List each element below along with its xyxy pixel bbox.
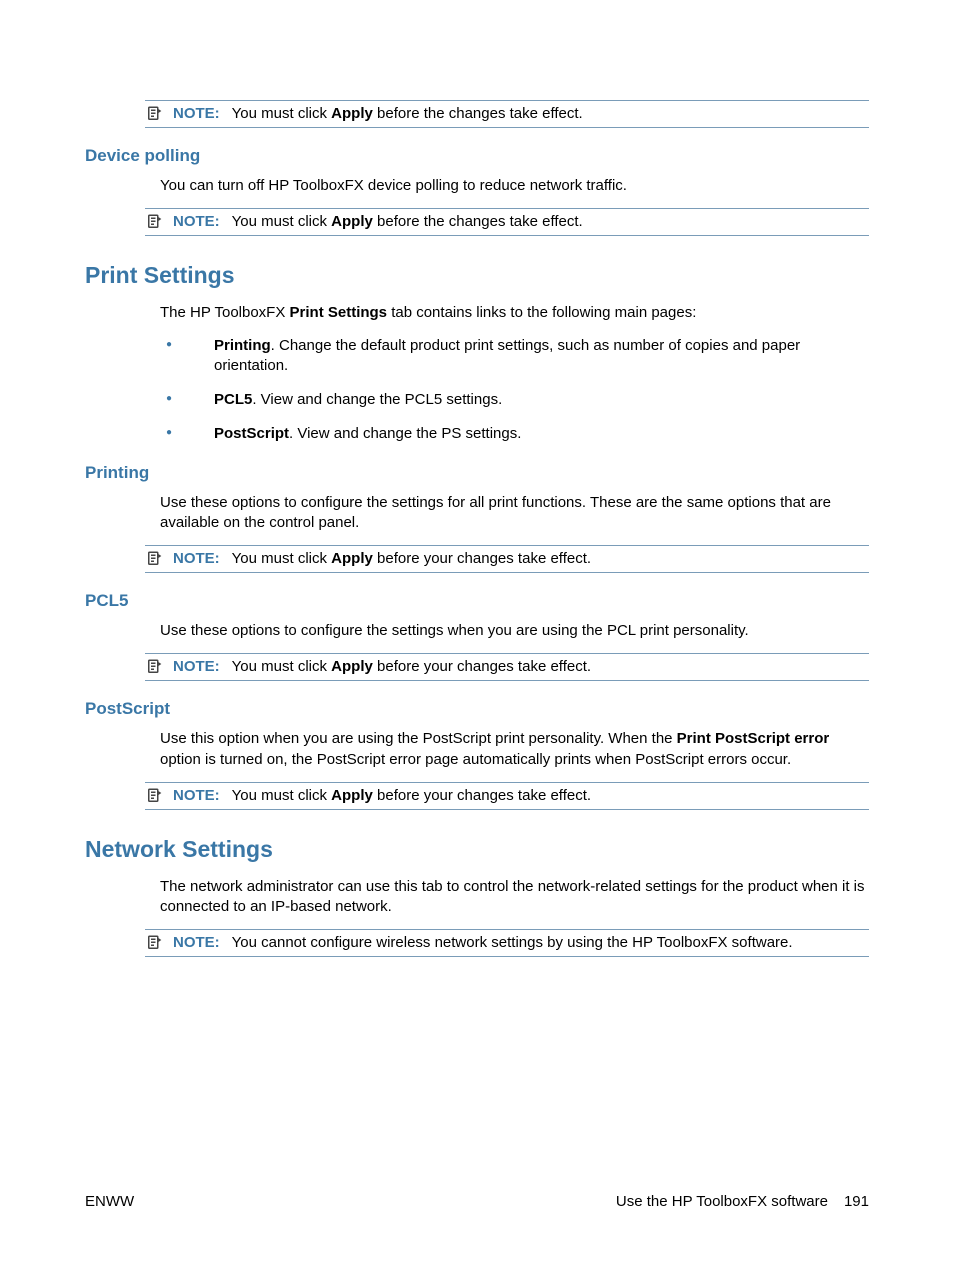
note-text: You must click Apply before your changes… <box>232 658 869 675</box>
footer-page-number: 191 <box>844 1193 869 1210</box>
note-text: You cannot configure wireless network se… <box>232 934 869 951</box>
note-box: NOTE: You must click Apply before the ch… <box>145 208 869 236</box>
para-device-polling: You can turn off HP ToolboxFX device pol… <box>160 176 869 196</box>
note-box: NOTE: You must click Apply before your c… <box>145 653 869 681</box>
footer-right: Use the HP ToolboxFX software 191 <box>616 1193 869 1210</box>
list-item: PCL5. View and change the PCL5 settings. <box>160 390 869 410</box>
list-item: Printing. Change the default product pri… <box>160 336 869 377</box>
note-icon <box>145 934 163 952</box>
note-text: You must click Apply before your changes… <box>232 787 869 804</box>
note-text: You must click Apply before the changes … <box>232 213 869 230</box>
note-icon <box>145 105 163 123</box>
para-postscript: Use this option when you are using the P… <box>160 729 869 770</box>
footer-left: ENWW <box>85 1193 134 1210</box>
note-text: You must click Apply before the changes … <box>232 105 869 122</box>
note-box: NOTE: You must click Apply before your c… <box>145 782 869 810</box>
heading-pcl5: PCL5 <box>85 591 869 611</box>
footer-section-title: Use the HP ToolboxFX software <box>616 1193 828 1210</box>
page-footer: ENWW Use the HP ToolboxFX software 191 <box>85 1193 869 1210</box>
heading-postscript: PostScript <box>85 699 869 719</box>
para-print-settings-intro: The HP ToolboxFX Print Settings tab cont… <box>160 303 869 323</box>
heading-print-settings: Print Settings <box>85 262 869 289</box>
para-network-settings: The network administrator can use this t… <box>160 877 869 918</box>
note-text: You must click Apply before your changes… <box>232 550 869 567</box>
note-icon <box>145 550 163 568</box>
list-item: PostScript. View and change the PS setti… <box>160 424 869 444</box>
heading-printing: Printing <box>85 463 869 483</box>
note-icon <box>145 213 163 231</box>
para-pcl5: Use these options to configure the setti… <box>160 621 869 641</box>
heading-device-polling: Device polling <box>85 146 869 166</box>
note-box: NOTE: You cannot configure wireless netw… <box>145 929 869 957</box>
note-box: NOTE: You must click Apply before your c… <box>145 545 869 573</box>
note-label: NOTE: <box>173 658 222 675</box>
heading-network-settings: Network Settings <box>85 836 869 863</box>
note-label: NOTE: <box>173 213 222 230</box>
note-label: NOTE: <box>173 105 222 122</box>
note-label: NOTE: <box>173 934 222 951</box>
note-label: NOTE: <box>173 787 222 804</box>
note-icon <box>145 787 163 805</box>
print-settings-bullets: Printing. Change the default product pri… <box>160 336 869 445</box>
para-printing: Use these options to configure the setti… <box>160 493 869 534</box>
note-box: NOTE: You must click Apply before the ch… <box>145 100 869 128</box>
note-icon <box>145 658 163 676</box>
note-label: NOTE: <box>173 550 222 567</box>
